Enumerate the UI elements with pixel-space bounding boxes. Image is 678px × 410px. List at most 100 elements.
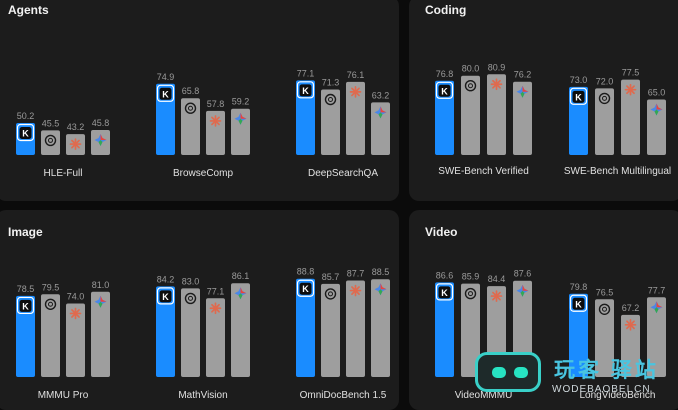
svg-text:K: K xyxy=(162,89,169,99)
claude-spark-icon xyxy=(69,138,82,150)
bar-value-label: 45.8 xyxy=(92,118,110,128)
chart-image: 78.5 K 79.5 74.0 81.0 MMMU Pro 84.2 K 83.0 77.1 86… xyxy=(16,267,390,401)
bar-value-label: 50.2 xyxy=(17,111,35,121)
category-label: SWE-Bench Verified xyxy=(438,166,529,177)
bar-value-label: 80.0 xyxy=(462,64,480,74)
bar-value-label: 79.8 xyxy=(570,282,588,292)
kimi-k-icon: K xyxy=(19,299,32,312)
bar-value-label: 73.0 xyxy=(570,75,588,85)
bar-value-label: 71.3 xyxy=(322,78,340,88)
gemini-star-icon xyxy=(650,103,663,116)
bar xyxy=(156,286,175,377)
bar-value-label: 77.5 xyxy=(622,68,640,78)
bar xyxy=(487,74,506,155)
bar-value-label: 59.2 xyxy=(232,97,250,107)
bar xyxy=(435,282,454,377)
claude-spark-icon xyxy=(349,284,362,297)
claude-spark-icon xyxy=(624,318,637,331)
bar-value-label: 83.0 xyxy=(182,276,200,286)
bar xyxy=(461,283,480,377)
highlight-frame xyxy=(435,283,454,301)
svg-text:K: K xyxy=(441,86,448,96)
panel-title: Image xyxy=(8,225,43,239)
bar-value-label: 77.1 xyxy=(207,286,225,296)
bar xyxy=(181,98,200,155)
bar-value-label: 76.8 xyxy=(436,69,454,79)
bar xyxy=(621,314,640,377)
category-label: HLE-Full xyxy=(44,168,83,179)
svg-text:K: K xyxy=(302,284,309,294)
kimi-k-icon: K xyxy=(438,84,451,97)
svg-text:K: K xyxy=(441,288,448,298)
openai-knot-icon xyxy=(184,292,197,305)
bar-value-label: 76.5 xyxy=(596,287,614,297)
svg-text:K: K xyxy=(22,301,29,311)
bar-value-label: 76.2 xyxy=(514,70,532,80)
category-label: MMMU Pro xyxy=(38,390,89,401)
highlight-frame xyxy=(569,87,588,105)
bar-value-label: 85.9 xyxy=(462,272,480,282)
svg-text:K: K xyxy=(162,292,169,302)
bar xyxy=(647,99,666,155)
bar-value-label: 65.0 xyxy=(648,88,666,98)
panel-agents: Agents 50.2 K 45.5 43.2 45.8 HLE-Full 74.9 K 65.… xyxy=(0,0,399,201)
chart-coding: 76.8 K 80.0 80.9 76.2 SWE-Bench Verified 73.0 K… xyxy=(435,62,671,177)
svg-text:K: K xyxy=(575,92,582,102)
bar-value-label: 87.7 xyxy=(347,269,365,279)
bar xyxy=(647,297,666,377)
claude-spark-icon xyxy=(209,302,222,315)
openai-knot-icon xyxy=(44,134,57,147)
bar-value-label: 85.7 xyxy=(322,272,340,282)
chart-agents: 50.2 K 45.5 43.2 45.8 HLE-Full 74.9 K 65.8 57.8 59… xyxy=(16,68,390,179)
openai-knot-icon xyxy=(324,288,337,300)
bar xyxy=(296,80,315,155)
bar xyxy=(461,75,480,155)
openai-knot-icon xyxy=(598,303,611,315)
claude-spark-icon xyxy=(209,115,222,127)
category-label: LongVideoBench xyxy=(580,390,656,401)
highlight-frame xyxy=(16,296,35,315)
highlight-frame xyxy=(435,81,454,99)
gemini-star-icon xyxy=(516,284,529,297)
claude-spark-icon xyxy=(490,290,503,302)
panel-video: Video 86.6 K 85.9 84.4 87.6 VideoMMMU 79.8 K 76.… xyxy=(409,210,678,410)
bar xyxy=(621,79,640,155)
gemini-star-icon xyxy=(516,85,529,98)
gemini-star-icon xyxy=(374,106,387,119)
bar-value-label: 57.8 xyxy=(207,99,225,109)
gemini-star-icon xyxy=(234,287,247,300)
category-label: SWE-Bench Multilingual xyxy=(564,166,671,177)
bar-value-label: 87.6 xyxy=(514,269,532,279)
bar-value-label: 80.9 xyxy=(488,62,506,72)
panel-image: Image 78.5 K 79.5 74.0 81.0 MMMU Pro 84.2 K 83.0… xyxy=(0,210,399,410)
gemini-star-icon xyxy=(650,301,663,314)
watermark-text: 玩客 驿站 xyxy=(554,359,659,382)
bar xyxy=(595,299,614,377)
bar-value-label: 79.5 xyxy=(42,282,60,292)
bar-value-label: 81.0 xyxy=(92,280,110,290)
bar-value-label: 86.1 xyxy=(232,271,250,281)
category-label: VideoMMMU xyxy=(455,390,513,401)
watermark-logo-icon xyxy=(475,352,541,392)
kimi-k-icon: K xyxy=(438,286,451,299)
bar xyxy=(16,295,35,377)
bar xyxy=(595,88,614,155)
bar xyxy=(66,303,85,377)
panel-title: Agents xyxy=(8,3,49,17)
bar-value-label: 84.2 xyxy=(157,274,175,284)
bar-value-label: 45.5 xyxy=(42,118,60,128)
openai-knot-icon xyxy=(44,298,57,310)
bar-value-label: 63.2 xyxy=(372,90,390,100)
bar xyxy=(435,80,454,155)
category-label: OmniDocBench 1.5 xyxy=(300,390,387,401)
svg-text:K: K xyxy=(575,299,582,309)
bar-value-label: 86.6 xyxy=(436,270,454,280)
bar xyxy=(371,279,390,377)
bar xyxy=(41,294,60,377)
claude-spark-icon xyxy=(624,83,637,96)
bar xyxy=(296,278,315,377)
gemini-star-icon xyxy=(94,133,107,146)
claude-spark-icon xyxy=(69,307,82,320)
bar-value-label: 77.1 xyxy=(297,68,315,78)
watermark: 玩客 驿站 WODEBAOBEI.CN xyxy=(472,348,678,406)
